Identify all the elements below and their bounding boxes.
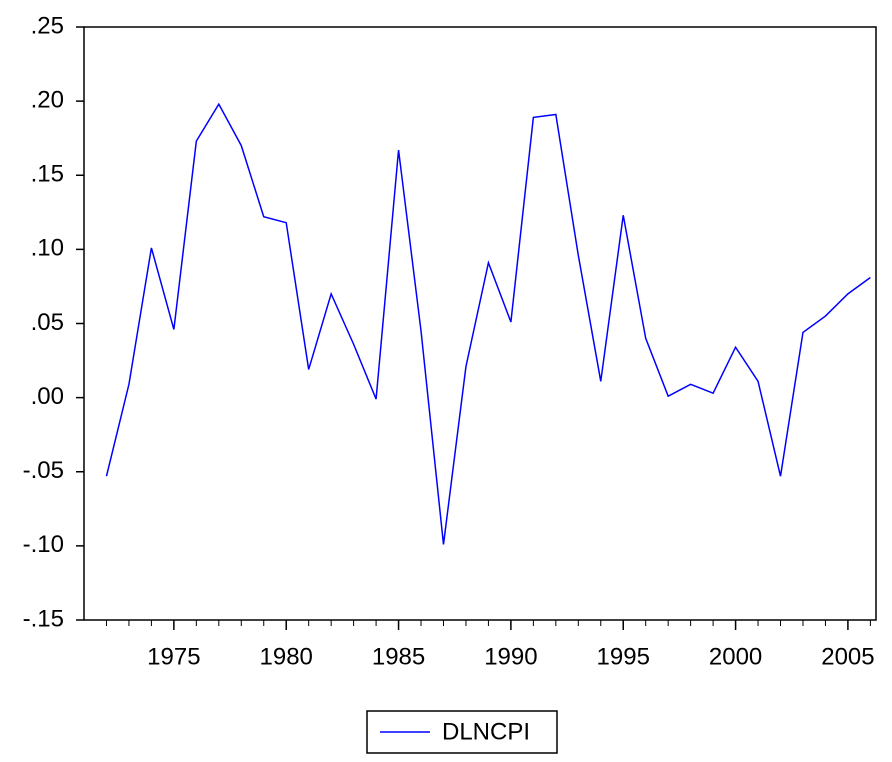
y-tick-label: -.05: [23, 457, 64, 484]
data-line: [105, 102, 871, 545]
y-tick-label: -.10: [23, 531, 64, 558]
y-tick-label: .20: [31, 86, 64, 113]
plot-frame: [83, 26, 877, 621]
legend-label: DLNCPI: [442, 718, 530, 745]
y-tick-label: .15: [31, 161, 64, 188]
x-tick-label: 1990: [484, 643, 537, 670]
x-tick-label: 1975: [147, 643, 200, 670]
y-tick-label: .05: [31, 309, 64, 336]
y-tick-label: -.15: [23, 605, 64, 632]
x-tick-label: 1995: [597, 643, 650, 670]
y-tick-label: .25: [31, 12, 64, 39]
x-tick-label: 1985: [372, 643, 425, 670]
x-tick-label: 2000: [709, 643, 762, 670]
x-tick-label: 1980: [260, 643, 313, 670]
y-tick-label: .00: [31, 383, 64, 410]
x-tick-label: 2005: [821, 643, 874, 670]
y-tick-label: .10: [31, 235, 64, 262]
